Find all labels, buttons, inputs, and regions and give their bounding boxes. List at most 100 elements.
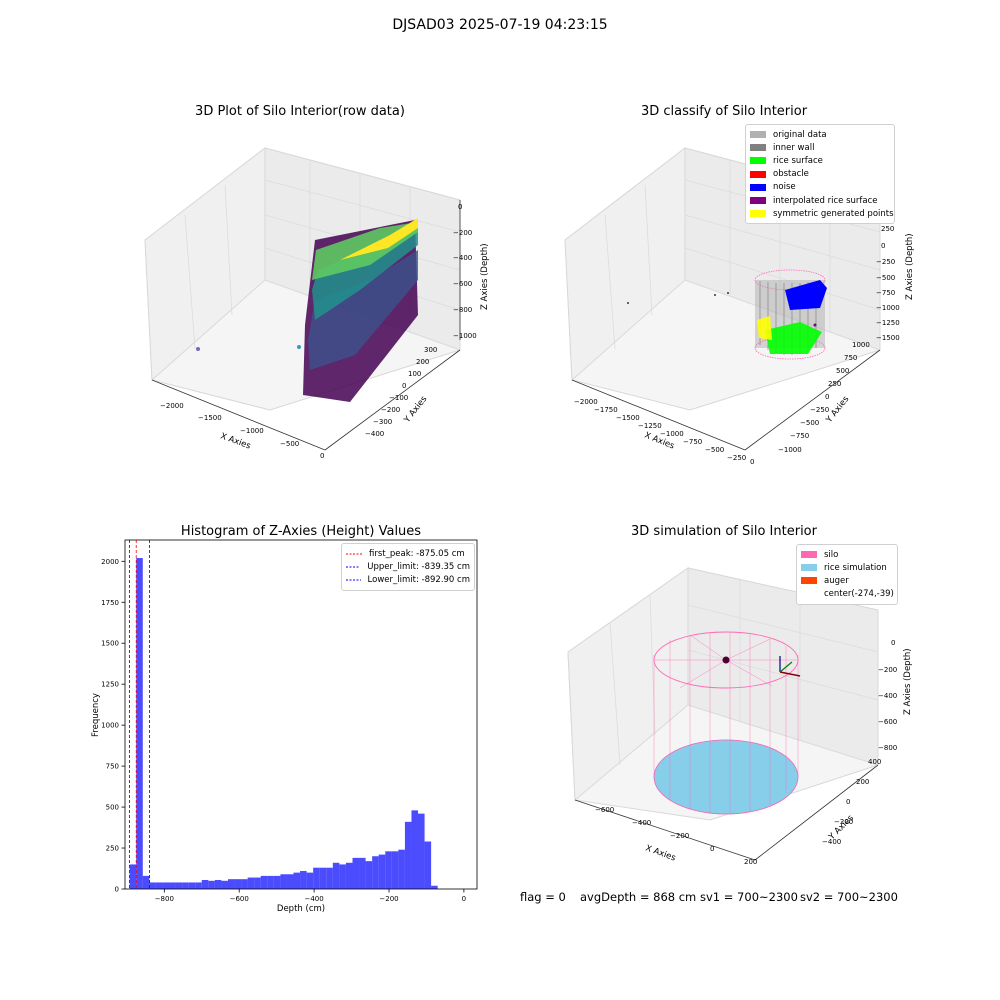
x-tick-label: −800 [155, 895, 174, 903]
p1-ztick: −600 [453, 280, 472, 288]
p4-ytick: −200 [834, 818, 853, 826]
p2-xtick: −500 [705, 446, 724, 454]
p4-xtick: −200 [670, 832, 689, 840]
histogram-bar [155, 882, 163, 889]
y-tick-label: 1500 [101, 640, 119, 648]
y-axis-ticks: 0 250 500 750 1000 1250 1500 1750 2000 [101, 558, 125, 894]
p2-ytick: 750 [844, 354, 857, 362]
legend-swatch [750, 157, 766, 165]
histogram-bar [404, 821, 412, 889]
p4-ytick: 200 [856, 778, 869, 786]
histogram-bars [129, 558, 438, 889]
legend-label: rice simulation [824, 562, 887, 573]
p2-xtick: −1000 [660, 430, 684, 438]
legend-item-original-data: original data [750, 128, 890, 141]
legend-label: obstacle [773, 169, 809, 180]
p1-ztick: −1000 [453, 332, 477, 340]
legend-item-first-peak: first_peak: -875.05 cm [346, 547, 470, 560]
histogram-bar [300, 870, 307, 889]
legend-label: auger [824, 575, 849, 586]
p1-ytick: −100 [389, 394, 408, 402]
p4-xtick: −400 [632, 819, 651, 827]
legend-label: Upper_limit: -839.35 cm [367, 561, 470, 572]
legend-label: noise [773, 182, 796, 193]
legend-item-upper-limit: Upper_limit: -839.35 cm [346, 560, 470, 573]
p1-ztick: 0 [458, 203, 462, 211]
p2-xtick: −1250 [638, 422, 662, 430]
figure-title: DJSAD03 2025-07-19 04:23:15 [392, 17, 608, 33]
legend-item-lower-limit: Lower_limit: -892.90 cm [346, 573, 470, 586]
p2-ytick: −1000 [778, 446, 802, 454]
histogram-bar [385, 851, 392, 889]
panel4-legend: silo rice simulation auger center(-274,-… [796, 544, 898, 605]
p4-ytick: −400 [822, 838, 841, 846]
histogram-bar [372, 856, 379, 889]
x-tick-label: −200 [379, 895, 398, 903]
p4-ytick: 400 [868, 758, 881, 766]
legend-swatch [750, 170, 766, 178]
histogram-bar [424, 841, 432, 889]
p1-ztick: −800 [453, 306, 472, 314]
p1-xtick: −2000 [160, 402, 184, 410]
status-flag: flag = 0 [520, 890, 566, 904]
p2-ytick: 500 [836, 367, 849, 375]
histogram-bar [247, 877, 255, 889]
histogram-bar [280, 874, 287, 889]
legend-label: symmetric generated points [773, 208, 894, 219]
histogram-bar [273, 875, 281, 889]
histogram-bar [234, 879, 242, 889]
histogram-bar [339, 864, 346, 889]
histogram-bar [241, 879, 248, 889]
histogram-bar [136, 558, 143, 889]
histogram-bar [391, 851, 399, 889]
legend-label: original data [773, 129, 827, 140]
panel3-title: Histogram of Z-Axies (Height) Values [180, 524, 422, 539]
histogram-bar [431, 885, 438, 889]
p4-xlabel: X Axies [644, 843, 677, 863]
legend-item-interpolated: interpolated rice surface [750, 194, 890, 207]
legend-item-rice-surface: rice surface [750, 154, 890, 167]
p1-xtick: −500 [280, 440, 299, 448]
panel4-title: 3D simulation of Silo Interior [631, 524, 817, 539]
p2-ytick: 0 [825, 393, 829, 401]
status-sv2: sv2 = 700~2300 [800, 890, 898, 904]
legend-label: center(-274,-39) [824, 589, 894, 600]
histogram-bar [332, 862, 340, 889]
histogram-bar [293, 872, 301, 889]
panel1-3d-axes: −2000 −1500 −1000 −500 0 −400 −300 −200 … [144, 146, 490, 460]
legend-swatch [750, 144, 766, 152]
y-tick-label: 500 [106, 804, 119, 812]
p1-ytick: −400 [365, 430, 384, 438]
p4-xtick: 0 [710, 845, 714, 853]
histogram-bar [365, 861, 373, 889]
histogram-bar [352, 857, 360, 889]
p1-ytick: 300 [424, 346, 437, 354]
p2-ztick: −750 [876, 289, 895, 297]
histogram-bar [319, 867, 327, 889]
legend-swatch [750, 197, 766, 205]
histogram-bar [169, 882, 176, 889]
histogram-bar [345, 862, 353, 889]
histogram-bar [195, 882, 202, 889]
histogram-bar [149, 882, 156, 889]
histogram-bar [398, 849, 405, 889]
y-axis-label: Frequency [91, 693, 101, 737]
p2-ztick: −250 [876, 258, 895, 266]
p1-xtick: 0 [320, 452, 324, 460]
p2-ytick: −250 [810, 406, 829, 414]
p2-ztick: −1000 [876, 304, 900, 312]
p2-ztick: −500 [876, 274, 895, 282]
histogram-bar [129, 864, 137, 889]
legend-swatch [750, 131, 766, 139]
histogram-bar [142, 875, 150, 889]
legend-swatch [801, 577, 817, 585]
histogram-bar [378, 854, 386, 889]
p4-ztick: −400 [878, 692, 897, 700]
p2-ztick: 0 [881, 242, 885, 250]
p2-xtick: −1750 [594, 406, 618, 414]
p2-xtick: −250 [727, 454, 746, 462]
legend-label: first_peak: -875.05 cm [369, 548, 465, 559]
y-tick-label: 2000 [101, 558, 119, 566]
p2-xtick: −2000 [574, 398, 598, 406]
legend-item-symmetric: symmetric generated points [750, 207, 894, 220]
